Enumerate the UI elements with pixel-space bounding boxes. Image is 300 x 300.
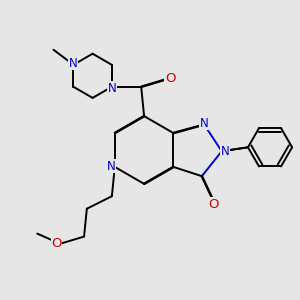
Text: N: N bbox=[221, 145, 230, 158]
Text: N: N bbox=[200, 117, 208, 130]
Text: N: N bbox=[107, 160, 116, 173]
Text: O: O bbox=[51, 237, 62, 250]
Text: N: N bbox=[108, 82, 117, 95]
Text: N: N bbox=[68, 57, 77, 70]
Text: O: O bbox=[165, 72, 175, 85]
Text: O: O bbox=[208, 198, 219, 211]
